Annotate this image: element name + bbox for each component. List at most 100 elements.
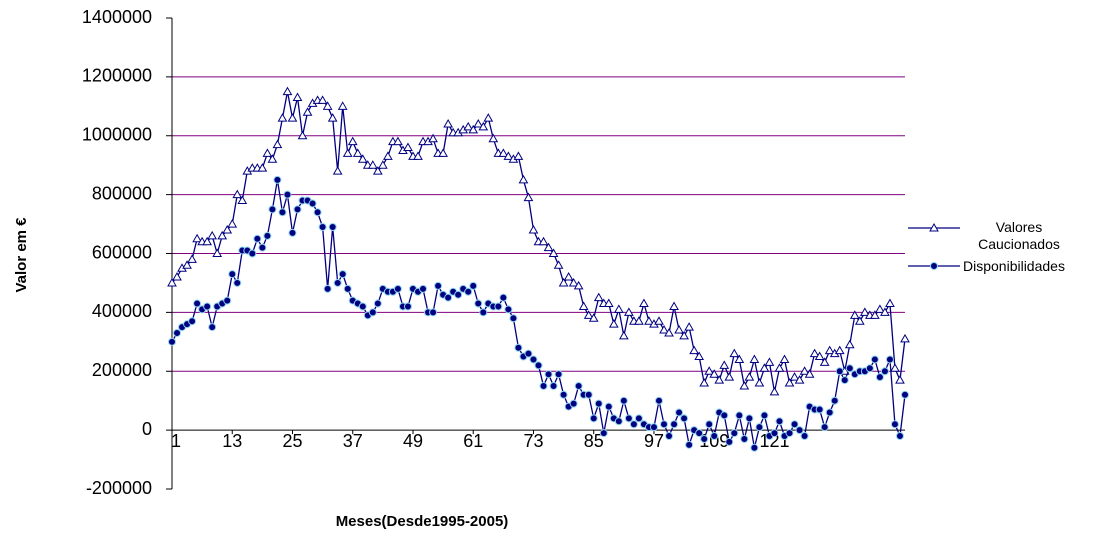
data-point [313,208,322,217]
legend-marker [929,222,939,232]
y-tick-label: 1000000 [82,125,152,145]
data-point [548,248,559,257]
data-point [444,293,453,302]
data-point [854,316,865,325]
data-point [202,236,213,246]
data-point [684,322,694,331]
data-point [890,363,900,372]
data-point [704,366,715,375]
data-point [830,396,839,405]
data-point [785,429,794,438]
data-point [524,349,533,358]
data-point [168,337,176,346]
data-point [744,372,755,381]
data-point [292,92,303,101]
data-point [323,284,332,293]
data-point [795,426,804,435]
data-point [599,429,608,438]
data-point [619,396,628,405]
data-point [710,432,719,441]
data-point [825,408,834,417]
data-point [514,343,523,352]
y-tick-label: -200000 [86,478,152,498]
data-point [568,277,579,287]
data-point [769,386,780,396]
data-point [287,113,298,122]
data-point [875,304,885,313]
data-point [203,302,212,311]
data-point [880,367,889,376]
data-point [573,280,584,290]
data-point [297,130,308,140]
data-point [253,234,262,243]
data-point [644,316,654,325]
data-point [217,230,228,240]
data-point [454,290,463,299]
data-point [328,223,337,232]
data-point [775,417,784,426]
data-point [689,345,699,355]
data-point [498,148,509,157]
data-point [518,174,529,184]
data-point [187,254,197,263]
data-point [840,376,849,385]
data-point [740,434,749,443]
data-point [584,390,593,399]
data-point [624,307,634,316]
data-point [654,316,664,325]
data-point [705,420,714,429]
data-point [569,399,578,408]
data-point [639,298,649,308]
data-point [393,284,402,293]
data-point [208,323,217,332]
data-point [443,118,453,128]
data-point [352,148,363,157]
data-point [367,160,378,169]
data-point [724,372,735,381]
data-point [403,302,412,311]
y-tick-label: 800000 [92,183,152,203]
data-point [327,113,338,122]
data-point [664,327,674,337]
legend-label: Disponibilidades [963,258,1065,274]
data-point [574,381,583,390]
data-point [302,107,313,116]
data-point [845,364,854,373]
data-point [835,367,844,376]
data-point [403,142,413,152]
data-point [428,133,438,143]
data-point [770,429,779,438]
data-point [719,360,730,369]
data-point [844,339,855,349]
x-tick-label: 61 [463,431,483,451]
data-point [674,325,684,334]
x-axis-label: Meses(Desde1995-2005) [336,513,509,530]
data-point [549,381,558,390]
data-point [800,432,809,441]
data-point [699,378,710,387]
data-point [268,205,277,214]
data-point [523,192,534,202]
y-tick-label: 0 [142,419,152,439]
data-point [809,348,820,358]
data-point [317,95,328,104]
data-point [228,270,237,279]
data-point [338,270,347,279]
data-point [709,369,720,378]
data-point [419,284,428,293]
x-tick-label: 37 [343,431,363,451]
x-tick-label: 25 [282,431,302,451]
data-point [900,333,910,343]
data-point [669,301,679,310]
data-point [463,121,474,131]
data-point [735,411,744,420]
data-point [343,284,352,293]
data-point [483,113,494,122]
data-point [815,405,824,414]
data-point [750,443,759,452]
data-point [503,151,514,160]
data-point [357,154,368,163]
data-point [188,317,197,326]
data-point [589,414,598,423]
